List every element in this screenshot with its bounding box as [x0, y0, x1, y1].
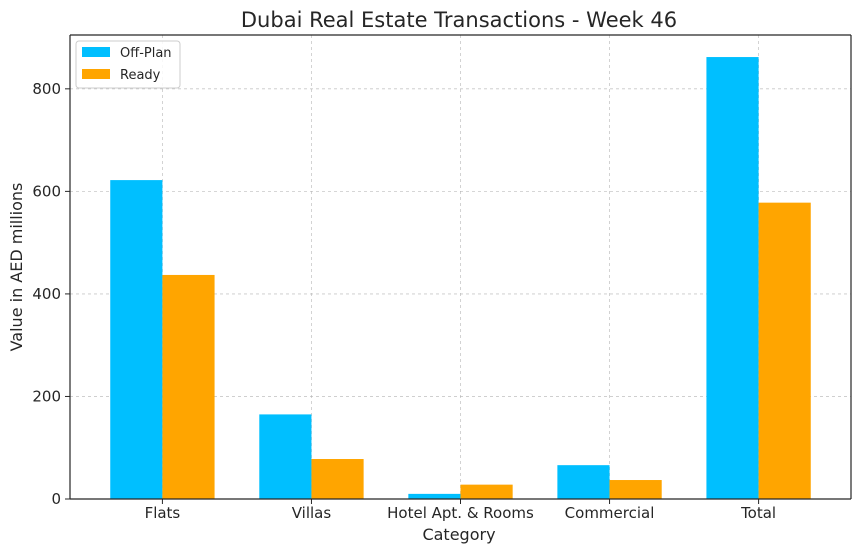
tick-labels: 0 200 400 600 800 Flats Villas Hotel Apt. & Roo… [32, 80, 776, 522]
bar-ready-flats [162, 274, 215, 499]
y-tick-label: 400 [32, 285, 61, 303]
bar-ready-commercial [609, 480, 662, 499]
y-tick-label: 200 [32, 387, 61, 405]
x-tick-label: Flats [145, 504, 181, 522]
legend-label-off-plan: Off-Plan [120, 46, 172, 61]
y-tick-label: 0 [51, 490, 61, 508]
bar-off-plan-villas [259, 414, 312, 499]
bar-off-plan-flats [110, 180, 163, 499]
y-axis-label: Value in AED millions [7, 183, 26, 352]
bar-off-plan-total [706, 57, 759, 499]
x-tick-label: Commercial [565, 504, 655, 522]
legend-swatch-ready [82, 69, 110, 79]
y-tick-label: 600 [32, 182, 61, 200]
x-tick-label: Hotel Apt. & Rooms [387, 504, 534, 522]
bar-off-plan-commercial [557, 465, 610, 499]
bar-off-plan-hotel-apt-rooms [408, 493, 461, 499]
bar-ready-villas [311, 459, 364, 499]
legend-swatch-off-plan [82, 47, 110, 57]
x-tick-label: Villas [292, 504, 332, 522]
chart-title: Dubai Real Estate Transactions - Week 46 [241, 8, 677, 32]
bar-ready-total [758, 202, 811, 499]
x-tick-label: Total [740, 504, 776, 522]
legend: Off-Plan Ready [75, 40, 181, 89]
bar-ready-hotel-apt-rooms [460, 484, 513, 499]
x-axis-label: Category [422, 525, 495, 544]
y-tick-label: 800 [32, 80, 61, 98]
legend-label-ready: Ready [120, 68, 161, 83]
bars [110, 57, 811, 499]
